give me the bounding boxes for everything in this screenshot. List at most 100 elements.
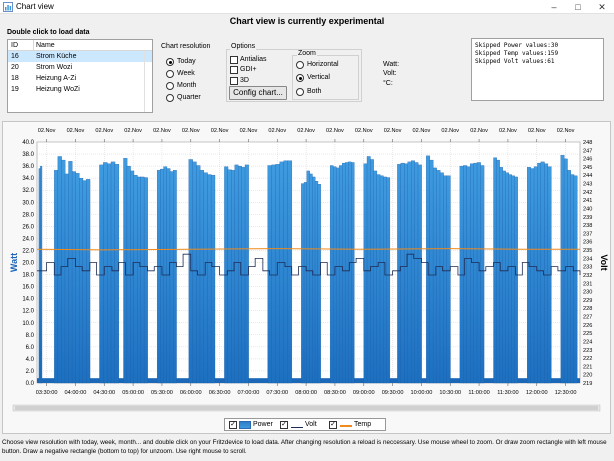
y-tick-label: 8.0 <box>26 333 35 339</box>
radio-zoom-both-label[interactable]: Both <box>307 88 322 95</box>
help-text: Choose view resolution with today, week,… <box>2 439 607 455</box>
legend-volt-label: Volt <box>305 421 317 428</box>
list-item[interactable]: 20 Strom Wozi <box>8 62 152 73</box>
checkbox-3d[interactable] <box>230 77 238 85</box>
power-bar <box>410 160 415 384</box>
radio-quarter-label[interactable]: Quarter <box>177 94 201 101</box>
y2-tick-label: 244 <box>583 173 592 179</box>
power-bar <box>143 177 148 384</box>
chart-scrollbar-thumb[interactable] <box>15 406 598 410</box>
maximize-button[interactable]: □ <box>575 2 581 12</box>
radio-quarter[interactable] <box>166 94 174 102</box>
list-item-id: 18 <box>11 75 19 82</box>
power-bar <box>493 157 497 384</box>
power-bar <box>287 160 293 384</box>
power-bar <box>383 176 387 384</box>
y-tick-label: 0.0 <box>26 381 35 387</box>
checkbox-gdi-label[interactable]: GDI+ <box>240 66 257 73</box>
power-bar <box>350 162 355 384</box>
x-tick-label: 06:00:00 <box>180 390 202 396</box>
y-tick-label: 20.0 <box>22 261 34 267</box>
power-volt-temp-chart[interactable]: 0.0 2.0 4.0 6.0 8.0 10.0 12.0 14.0 16.0 18.0 20.0 2… <box>3 122 610 433</box>
legend-temp-label: Temp <box>354 421 372 428</box>
radio-month-label[interactable]: Month <box>177 82 197 89</box>
y-tick-label: 18.0 <box>22 273 34 279</box>
legend-temp-checkbox[interactable]: ✓ <box>329 421 337 429</box>
checkbox-antialias[interactable] <box>230 56 238 64</box>
checkbox-antialias-label[interactable]: Antialias <box>240 56 267 63</box>
power-bar <box>279 161 285 384</box>
zoom-frame <box>292 55 359 100</box>
power-bar <box>227 169 232 384</box>
window-title: Chart view <box>16 2 54 11</box>
power-bar <box>210 174 216 384</box>
date-tick-label: 02.Nov <box>268 128 286 134</box>
list-item[interactable]: 19 Heizung WoZi <box>8 84 152 95</box>
list-scrollbar[interactable] <box>144 51 152 112</box>
power-bar <box>544 163 549 384</box>
x-tick-label: 09:00:00 <box>353 390 375 396</box>
date-tick-label: 02.Nov <box>355 128 373 134</box>
power-bar <box>379 175 384 384</box>
chart-app-icon <box>3 2 13 12</box>
radio-week[interactable] <box>166 70 174 78</box>
y2-tick-label: 246 <box>583 157 592 163</box>
resolution-label: Chart resolution <box>161 43 211 50</box>
y-tick-label: 6.0 <box>26 345 35 351</box>
radio-zoom-horizontal[interactable] <box>296 61 304 69</box>
minimize-button[interactable]: – <box>551 2 557 12</box>
power-bar <box>68 161 73 384</box>
temp-readout-label: °C: <box>383 80 393 87</box>
date-tick-label: 02.Nov <box>240 128 258 134</box>
data-list-header[interactable]: ID Name <box>8 40 152 51</box>
close-button[interactable]: ✕ <box>598 2 606 12</box>
list-item[interactable]: 16 Strom Küche <box>8 51 152 62</box>
y2-tick-label: 220 <box>583 373 592 379</box>
radio-zoom-vertical-label[interactable]: Vertical <box>307 74 330 81</box>
power-bar <box>386 177 391 384</box>
data-list[interactable]: ID Name 16 Strom Küche 20 Strom Wozi 18 … <box>7 39 153 113</box>
power-bar <box>446 175 451 384</box>
power-bar <box>234 164 239 384</box>
power-bar <box>126 165 131 384</box>
legend-power-checkbox[interactable]: ✓ <box>229 421 237 429</box>
checkbox-gdi[interactable] <box>230 66 238 74</box>
date-tick-label: 02.Nov <box>557 128 575 134</box>
power-bar <box>397 164 402 384</box>
power-bar <box>312 176 316 384</box>
checkbox-3d-label[interactable]: 3D <box>240 77 249 84</box>
date-tick-label: 02.Nov <box>441 128 459 134</box>
radio-month[interactable] <box>166 82 174 90</box>
radio-today-label[interactable]: Today <box>177 58 196 65</box>
power-bar <box>107 163 112 384</box>
column-header-name[interactable]: Name <box>36 42 55 49</box>
y-axis-label: Watt <box>9 253 19 272</box>
config-chart-button[interactable]: Config chart... <box>229 86 287 100</box>
legend-volt-checkbox[interactable]: ✓ <box>280 421 288 429</box>
y2-tick-label: 243 <box>583 182 592 188</box>
power-bar <box>443 175 448 384</box>
x-tick-label: 10:00:00 <box>411 390 433 396</box>
power-bar <box>463 165 468 384</box>
x-tick-label: 03:30:00 <box>36 390 58 396</box>
power-bar <box>61 159 66 384</box>
radio-zoom-both[interactable] <box>296 88 304 96</box>
power-bar <box>567 170 571 384</box>
zoom-label: Zoom <box>297 50 317 57</box>
x-tick-label: 12:00:00 <box>526 390 548 396</box>
list-item[interactable]: 18 Heizung A-Zi <box>8 73 152 84</box>
power-bar <box>40 165 43 384</box>
log-textbox[interactable]: Skipped Power values:30 Skipped Temp val… <box>471 38 604 101</box>
power-bar <box>314 181 319 384</box>
power-bar <box>514 176 518 384</box>
radio-week-label[interactable]: Week <box>177 70 195 77</box>
column-header-id[interactable]: ID <box>11 42 18 49</box>
radio-zoom-vertical[interactable] <box>296 74 304 82</box>
power-bar <box>166 168 171 384</box>
radio-zoom-horizontal-label[interactable]: Horizontal <box>307 61 339 68</box>
y-tick-label: 22.0 <box>22 248 34 254</box>
radio-today[interactable] <box>166 58 174 66</box>
date-tick-label: 02.Nov <box>38 128 56 134</box>
chart-area[interactable]: 0.0 2.0 4.0 6.0 8.0 10.0 12.0 14.0 16.0 18.0 20.0 2… <box>2 121 611 434</box>
power-bar <box>533 166 538 384</box>
